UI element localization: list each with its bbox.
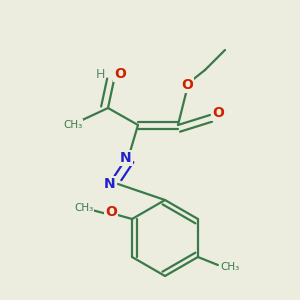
Text: CH₃: CH₃ xyxy=(63,120,82,130)
Text: CH₃: CH₃ xyxy=(74,203,94,213)
Text: O: O xyxy=(181,78,193,92)
Text: N: N xyxy=(104,177,116,191)
Text: O: O xyxy=(105,205,117,219)
Text: CH₃: CH₃ xyxy=(220,262,239,272)
Text: O: O xyxy=(212,106,224,120)
Text: H: H xyxy=(95,68,105,80)
Text: O: O xyxy=(114,67,126,81)
Text: N: N xyxy=(120,151,132,165)
